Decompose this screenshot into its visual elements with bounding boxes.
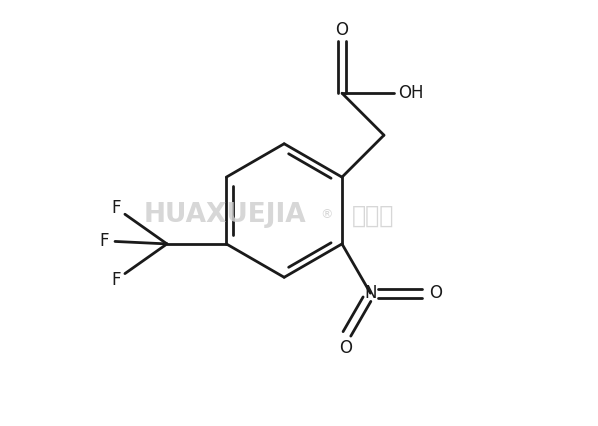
Text: F: F (99, 233, 109, 250)
Text: ®: ® (320, 208, 332, 221)
Text: OH: OH (398, 84, 424, 102)
Text: O: O (339, 340, 352, 357)
Text: HUAXUEJIA: HUAXUEJIA (144, 202, 306, 228)
Text: O: O (429, 284, 443, 302)
Text: N: N (364, 284, 377, 302)
Text: 化学加: 化学加 (352, 204, 395, 227)
Text: O: O (335, 21, 349, 39)
Text: F: F (111, 271, 121, 288)
Text: F: F (111, 199, 121, 217)
